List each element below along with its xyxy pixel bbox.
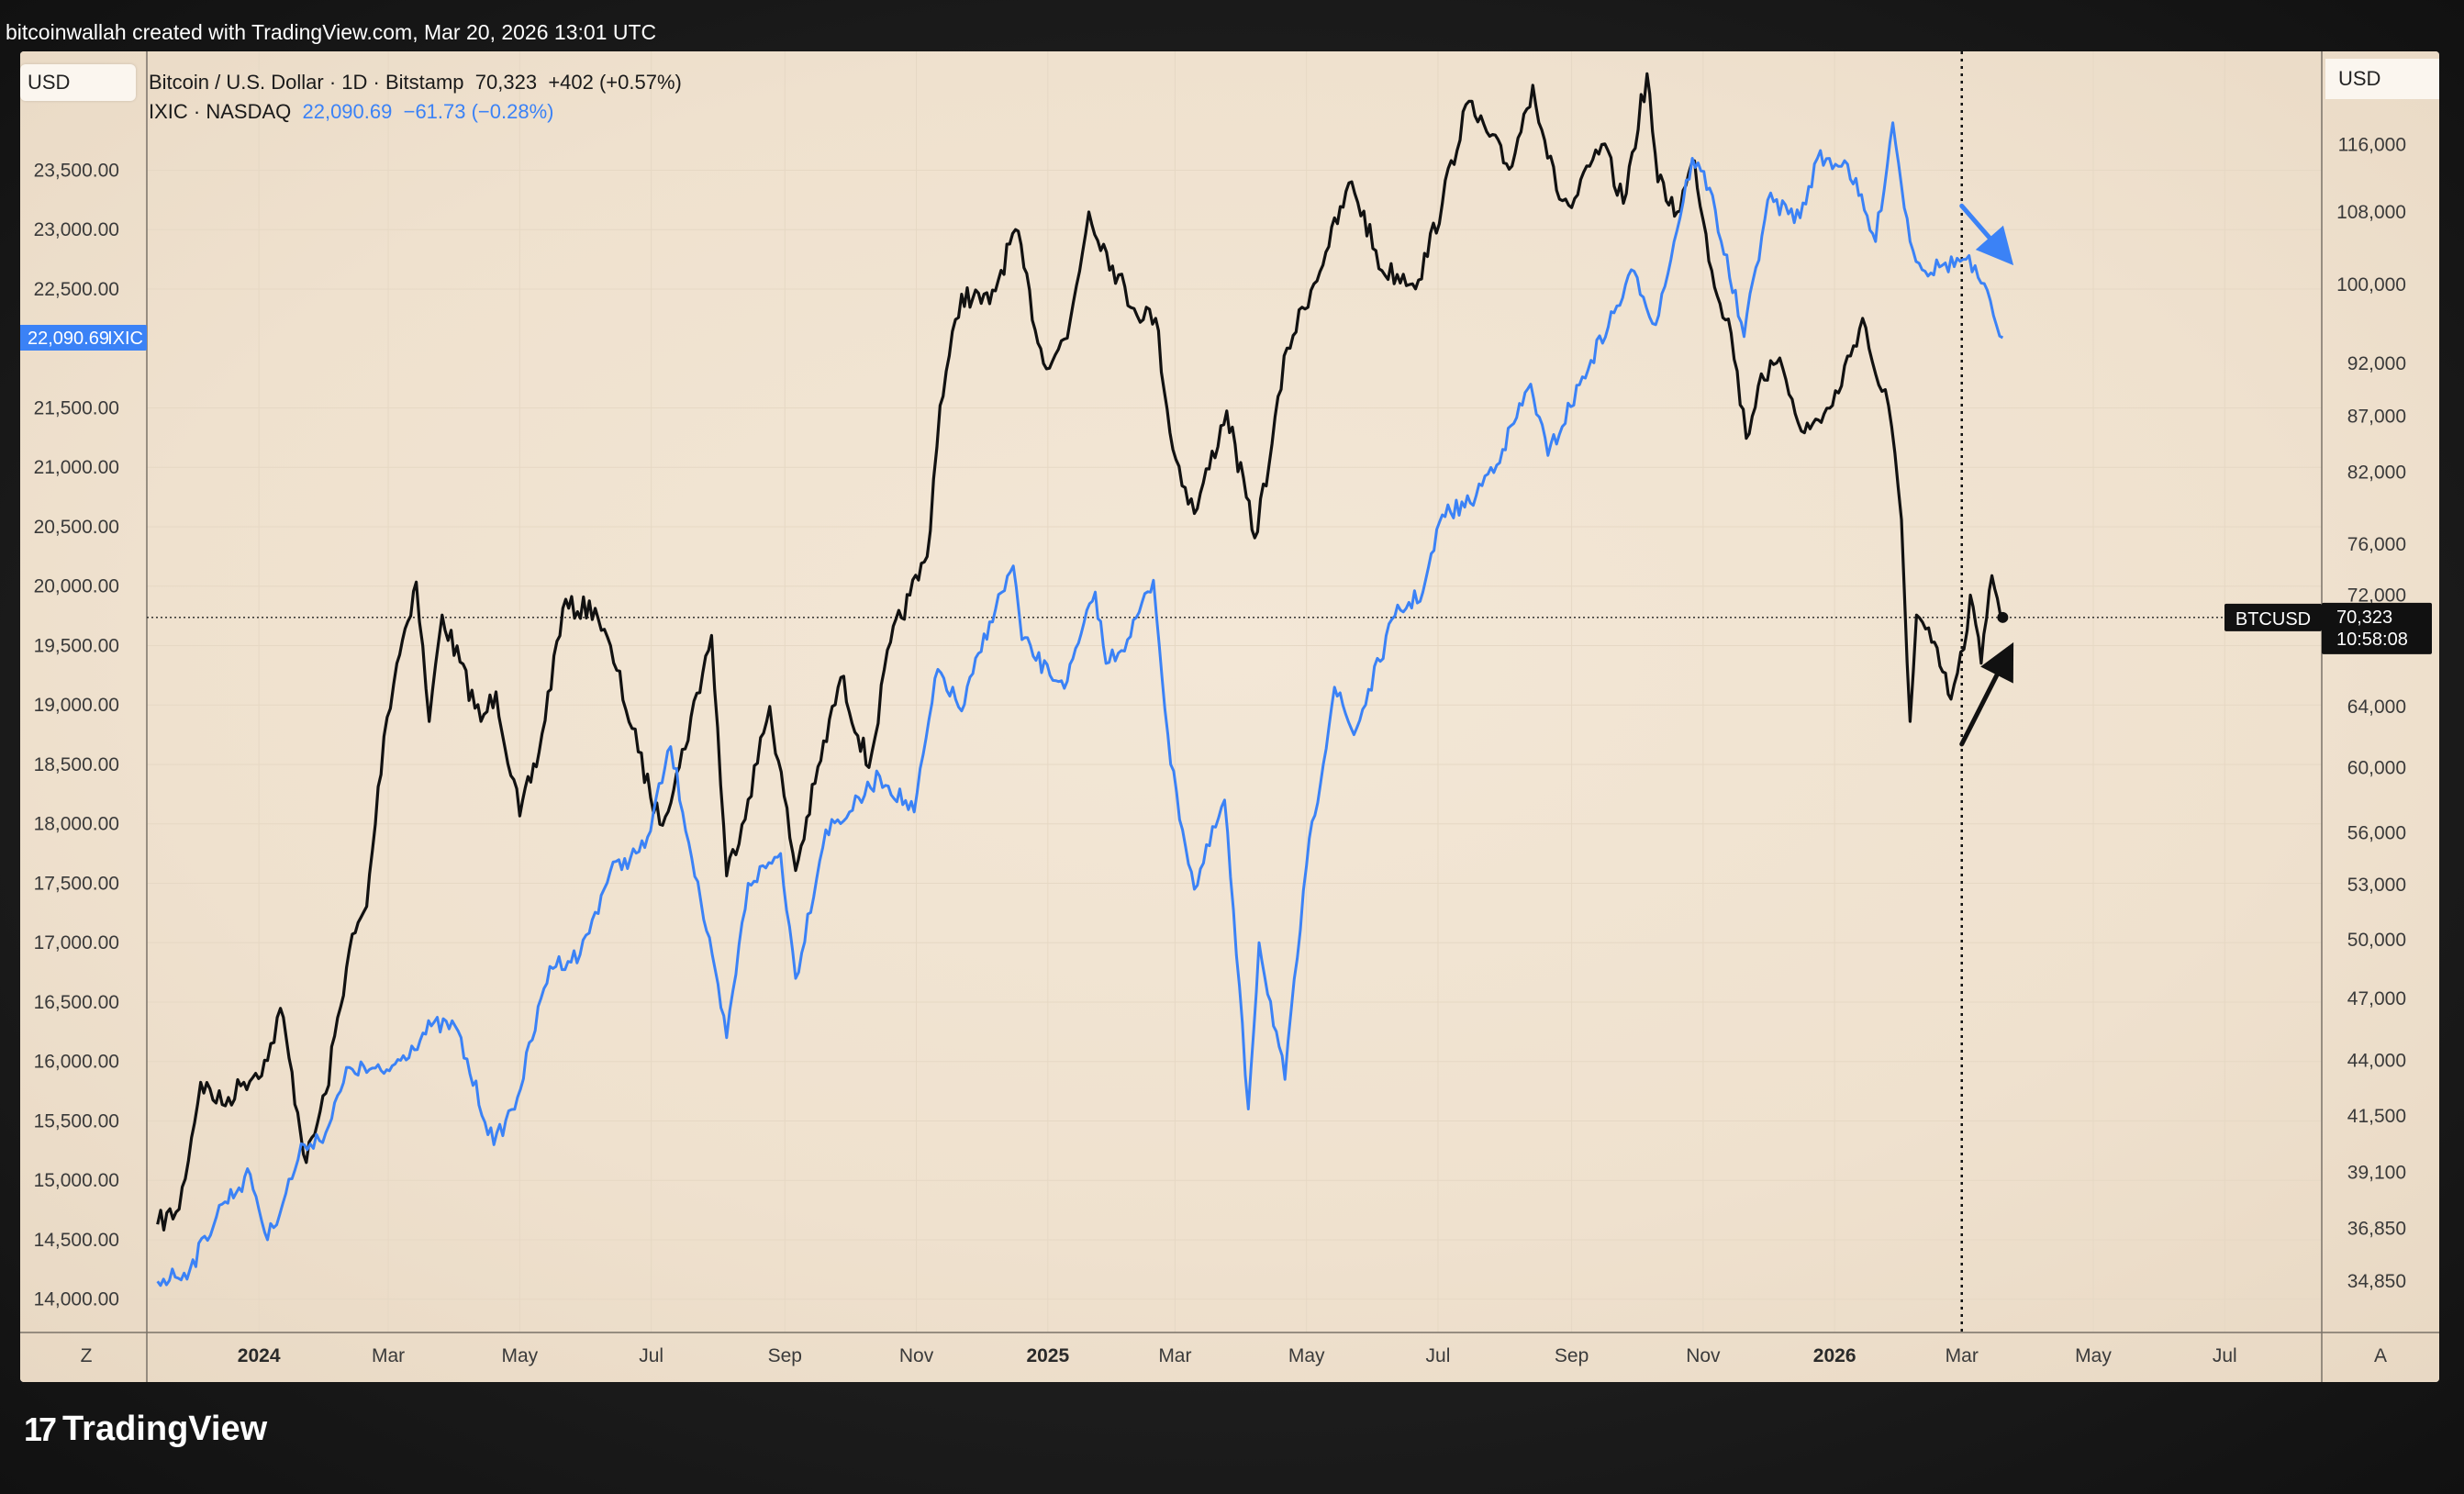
- left-tick-label: 21,000.00: [34, 457, 119, 478]
- chart-panel[interactable]: 14,000.00 14,500.00 15,000.00 15,500.00 16,0…: [20, 51, 2439, 1382]
- tradingview-logo-icon: 17: [24, 1410, 57, 1448]
- right-tick-label: 47,000: [2347, 988, 2406, 1009]
- series-layer[interactable]: [156, 72, 2009, 1288]
- right-tick-label: 92,000: [2347, 353, 2406, 374]
- right-tick-label: 116,000: [2338, 134, 2406, 155]
- left-tick-label: 20,000.00: [34, 576, 119, 597]
- time-tick-label: 2024: [238, 1345, 281, 1366]
- time-tick-label: May: [2075, 1345, 2112, 1366]
- tradingview-logo-text: TradingView: [62, 1410, 268, 1448]
- left-tick-label: 15,000.00: [34, 1170, 119, 1191]
- left-tick-label: 19,000.00: [34, 695, 119, 716]
- time-tick-label: Mar: [372, 1345, 405, 1366]
- right-tick-label: 53,000: [2347, 875, 2406, 896]
- right-tick-label: 76,000: [2347, 534, 2406, 555]
- left-axis[interactable]: 14,000.00 14,500.00 15,000.00 15,500.00 16,0…: [34, 160, 119, 1310]
- left-tick-label: 23,500.00: [34, 160, 119, 181]
- time-tick-label: Sep: [768, 1345, 802, 1366]
- left-tick-label: 20,500.00: [34, 517, 119, 538]
- right-tick-label: 87,000: [2347, 407, 2406, 428]
- time-tick-label: May: [1288, 1345, 1325, 1366]
- time-tick-label: Sep: [1555, 1345, 1589, 1366]
- crosshair-guides: [147, 51, 2322, 1332]
- right-tick-label: 41,500: [2347, 1106, 2406, 1127]
- time-tick-label: Mar: [1946, 1345, 1979, 1366]
- timezone-button[interactable]: Z: [81, 1345, 93, 1366]
- right-tick-label: 108,000: [2336, 202, 2406, 223]
- left-tick-label: 19,500.00: [34, 635, 119, 656]
- right-tick-label: 39,100: [2347, 1162, 2406, 1183]
- right-tick-label: 60,000: [2347, 757, 2406, 778]
- right-tick-label: 56,000: [2347, 822, 2406, 843]
- left-tick-label: 14,000.00: [34, 1289, 119, 1310]
- right-tick-label: 82,000: [2347, 463, 2406, 484]
- auto-scale-button[interactable]: A: [2374, 1345, 2387, 1366]
- legend-btc-price: 70,323: [474, 71, 538, 94]
- legend-ixic-change: −61.73 (−0.28%): [403, 100, 554, 123]
- time-tick-label: Jul: [639, 1345, 663, 1366]
- chart-legend: Bitcoin / U.S. Dollar · 1D · Bitstamp 70…: [149, 68, 682, 127]
- btc-arrow-head: [1980, 641, 2014, 684]
- ixic-tag-symbol: IXIC: [107, 329, 143, 349]
- left-tick-label: 15,500.00: [34, 1110, 119, 1132]
- ixic-down-arrow: [1959, 203, 1992, 240]
- btc-tag-countdown: 10:58:08: [2336, 630, 2408, 650]
- time-axis[interactable]: 2024 Mar May Jul Sep Nov 2025 Mar May Jul Sep Nov 20…: [238, 1345, 2237, 1366]
- left-tick-label: 16,500.00: [34, 992, 119, 1013]
- grid-lines: [147, 51, 2322, 1332]
- left-tick-label: 23,000.00: [34, 219, 119, 240]
- legend-row-ixic[interactable]: IXIC · NASDAQ 22,090.69 −61.73 (−0.28%): [149, 97, 682, 127]
- comparison-chart[interactable]: 14,000.00 14,500.00 15,000.00 15,500.00 16,0…: [20, 51, 2439, 1382]
- time-tick-label: 2026: [1813, 1345, 1856, 1366]
- time-tick-label: Jul: [1426, 1345, 1451, 1366]
- btc-tag-symbol: BTCUSD: [2235, 609, 2311, 630]
- axes-frame: [20, 51, 2439, 1382]
- ixic-series-line[interactable]: [156, 121, 2004, 1288]
- left-tick-label: 14,500.00: [34, 1230, 119, 1251]
- annotation-layer: [1959, 203, 2014, 747]
- time-tick-label: Nov: [899, 1345, 934, 1366]
- time-tick-label: Mar: [1158, 1345, 1191, 1366]
- right-tick-label: 72,000: [2347, 585, 2406, 607]
- left-tick-label: 17,000.00: [34, 932, 119, 953]
- left-tick-label: 21,500.00: [34, 397, 119, 418]
- btc-last-point: [1997, 611, 2009, 623]
- btc-up-arrow: [1959, 673, 2000, 747]
- right-tick-label: 64,000: [2347, 697, 2406, 718]
- btc-price-tag: [2322, 602, 2432, 654]
- left-tick-label: 16,000.00: [34, 1052, 119, 1073]
- time-tick-label: 2025: [1026, 1345, 1069, 1366]
- right-tick-label: 44,000: [2347, 1051, 2406, 1072]
- legend-btc-name: Bitcoin / U.S. Dollar · 1D · Bitstamp: [149, 71, 464, 94]
- left-tick-label: 18,000.00: [34, 814, 119, 835]
- legend-btc-change: +402 (+0.57%): [548, 71, 682, 94]
- chart-background: [20, 51, 2439, 1382]
- legend-ixic-name: IXIC · NASDAQ: [149, 100, 292, 123]
- right-currency-button[interactable]: USD: [2325, 59, 2439, 99]
- left-currency-button[interactable]: USD: [20, 64, 136, 101]
- btc-symbol-tag: [2224, 603, 2322, 631]
- left-tick-label: 17,500.00: [34, 873, 119, 894]
- right-tick-label: 34,850: [2347, 1271, 2406, 1292]
- legend-ixic-price: 22,090.69: [302, 100, 393, 123]
- tradingview-logo: 17 TradingView: [24, 1410, 267, 1449]
- time-tick-label: Nov: [1686, 1345, 1721, 1366]
- legend-row-btc[interactable]: Bitcoin / U.S. Dollar · 1D · Bitstamp 70…: [149, 68, 682, 97]
- right-tick-label: 50,000: [2347, 930, 2406, 951]
- ixic-price-tag: [20, 325, 147, 351]
- right-tick-label: 36,850: [2347, 1218, 2406, 1239]
- left-tick-label: 18,500.00: [34, 754, 119, 775]
- left-tick-label: 22,500.00: [34, 279, 119, 300]
- time-tick-label: Jul: [2213, 1345, 2237, 1366]
- ixic-tag-value: 22,090.69: [28, 329, 109, 349]
- btc-tag-value: 70,323: [2336, 608, 2392, 628]
- right-tick-label: 100,000: [2336, 274, 2406, 295]
- time-tick-label: May: [502, 1345, 539, 1366]
- ixic-arrow-head: [1975, 225, 2014, 266]
- attribution-text: bitcoinwallah created with TradingView.c…: [6, 20, 657, 44]
